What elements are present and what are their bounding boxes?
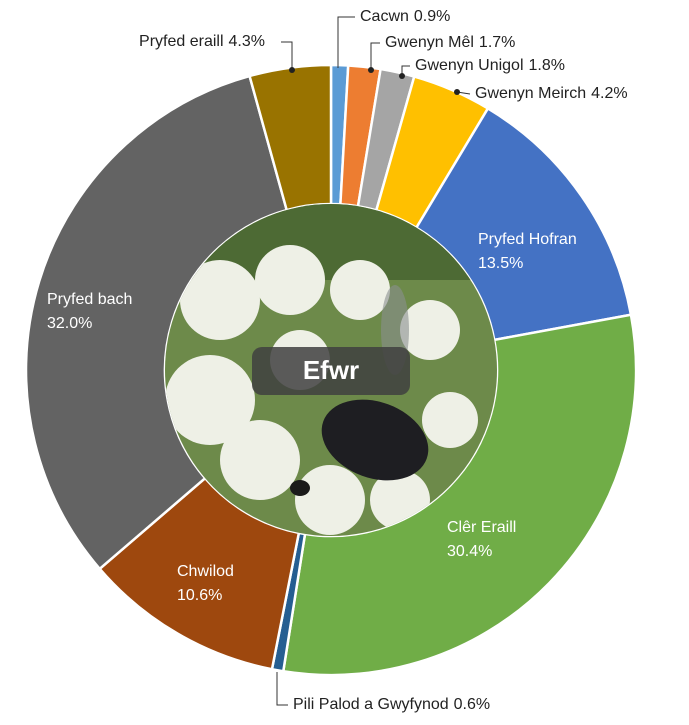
segment-value-label: 32.0% <box>47 315 92 332</box>
segment-name: Pryfed eraill <box>139 33 223 50</box>
segment-label: Gwenyn Mêl 1.7% <box>385 34 515 51</box>
segment-value-label: 1.8% <box>529 57 565 74</box>
segment-value-label: 0.9% <box>414 8 450 25</box>
segment-label: Chwilod <box>177 563 234 580</box>
leader-line <box>276 672 288 706</box>
center-label-box <box>252 347 410 395</box>
segment-value-label: 10.6% <box>177 587 222 604</box>
segment-label: Gwenyn Meirch 4.2% <box>475 85 628 102</box>
segment-label: Clêr Eraill <box>447 519 516 536</box>
segment-label: Pryfed eraill 4.3% <box>139 33 265 50</box>
segment-name: Gwenyn Meirch <box>475 85 586 102</box>
segment-value-label: 0.6% <box>454 696 490 713</box>
segment-label: Pili Palod a Gwyfynod 0.6% <box>293 696 490 713</box>
segment-value-label: 30.4% <box>447 543 492 560</box>
leader-dot <box>399 73 405 79</box>
segment-value-label: 4.2% <box>591 85 627 102</box>
segment-value-label: 13.5% <box>478 255 523 272</box>
leader-line <box>281 41 293 70</box>
leader-dot <box>454 89 460 95</box>
segment-name: Gwenyn Unigol <box>415 57 524 74</box>
segment-name: Pili Palod a Gwyfynod <box>293 696 449 713</box>
segment-label: Pryfed bach <box>47 291 132 308</box>
leader-line <box>337 16 355 68</box>
segment-label: Cacwn 0.9% <box>360 8 450 25</box>
segment-value-label: 4.3% <box>229 33 265 50</box>
segment-name: Cacwn <box>360 8 409 25</box>
segment-label: Pryfed Hofran <box>478 231 577 248</box>
leader-line <box>401 65 410 76</box>
segment-value-label: 1.7% <box>479 34 515 51</box>
leader-line <box>370 42 380 70</box>
leader-dot <box>368 67 374 73</box>
leader-dot <box>289 67 295 73</box>
segment-name: Gwenyn Mêl <box>385 34 474 51</box>
segment-label: Gwenyn Unigol 1.8% <box>415 57 565 74</box>
center-label: Efwr <box>303 355 359 385</box>
